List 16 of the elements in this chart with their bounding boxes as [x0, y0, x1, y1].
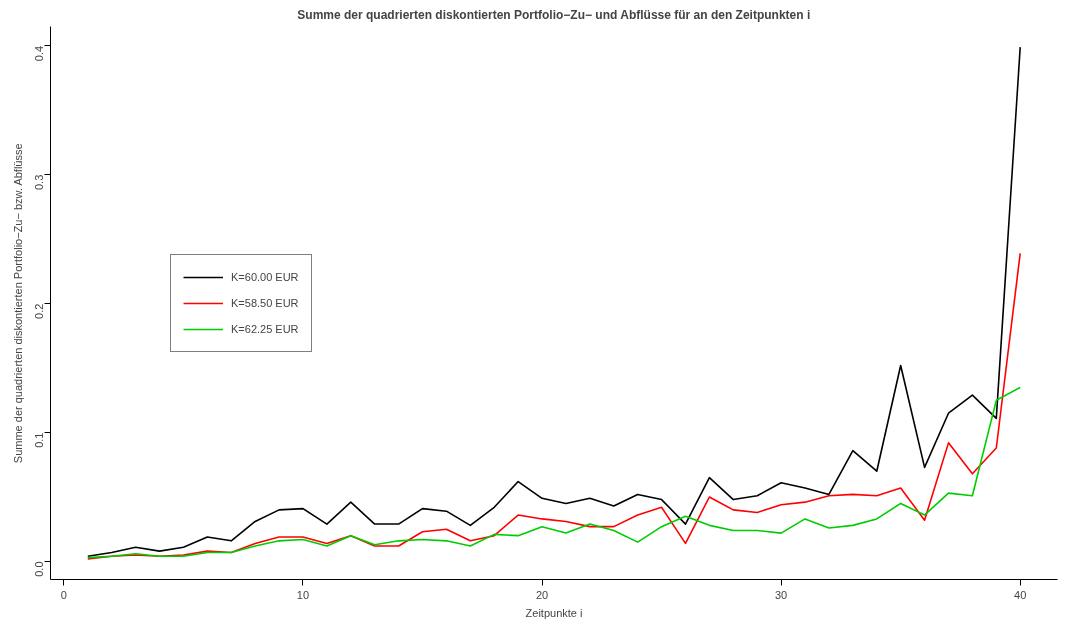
x-tick-label: 30	[775, 588, 788, 601]
y-tick-label: 0.2	[33, 303, 46, 319]
x-axis-title: Zeitpunkte i	[525, 606, 583, 619]
y-axis-title: Summe der quadrierten diskontierten Portfolio−Zu− bzw. Abflüsse	[11, 143, 24, 464]
x-tick-label: 40	[1014, 588, 1027, 601]
chart-title: Summe der quadrierten diskontierten Portfolio−Zu− und Abflüsse für an den Zeitpunkten i	[297, 7, 811, 22]
y-tick-label: 0.4	[33, 45, 46, 62]
x-tick-label: 20	[535, 588, 549, 601]
y-tick-label: 0.0	[33, 561, 46, 577]
x-tick-label: 10	[296, 588, 310, 601]
x-tick-label: 0	[60, 588, 67, 601]
legend-label: K=60.00 EUR	[231, 270, 299, 283]
y-tick-label: 0.3	[33, 174, 46, 191]
legend-label: K=58.50 EUR	[231, 296, 299, 309]
legend-label: K=62.25 EUR	[231, 322, 299, 335]
y-tick-label: 0.1	[33, 432, 46, 448]
